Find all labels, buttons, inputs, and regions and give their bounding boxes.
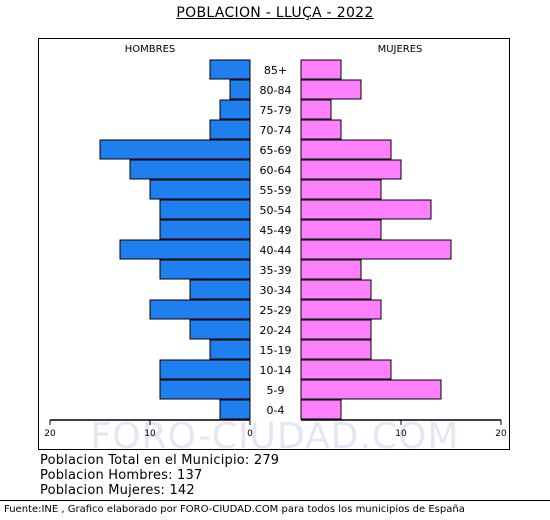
bar-mujeres-35-39 [300, 259, 362, 280]
age-label-25-29: 25-29 [260, 304, 292, 317]
age-label-50-54: 50-54 [260, 204, 292, 217]
legend-mujeres: MUJERES [378, 44, 423, 55]
age-label-85+: 85+ [264, 64, 287, 77]
bar-mujeres-80-84 [300, 79, 362, 100]
bar-mujeres-40-44 [300, 239, 452, 260]
bar-mujeres-0-4 [300, 399, 342, 420]
bar-hombres-50-54 [159, 199, 251, 220]
age-label-0-4: 0-4 [267, 404, 285, 417]
age-label-65-69: 65-69 [260, 144, 292, 157]
bar-mujeres-20-24 [300, 319, 372, 340]
bar-mujeres-45-49 [300, 219, 382, 240]
age-label-75-79: 75-79 [260, 104, 292, 117]
bar-hombres-5-9 [159, 379, 251, 400]
bar-mujeres-15-19 [300, 339, 372, 360]
bar-hombres-45-49 [159, 219, 251, 240]
bar-mujeres-5-9 [300, 379, 442, 400]
bar-mujeres-70-74 [300, 119, 342, 140]
age-label-40-44: 40-44 [260, 244, 292, 257]
age-label-35-39: 35-39 [260, 264, 292, 277]
age-label-5-9: 5-9 [267, 384, 285, 397]
bar-hombres-0-4 [219, 399, 251, 420]
bar-hombres-40-44 [119, 239, 251, 260]
age-label-45-49: 45-49 [260, 224, 292, 237]
age-label-55-59: 55-59 [260, 184, 292, 197]
bar-hombres-25-29 [149, 299, 251, 320]
stat-women-population: Poblacion Mujeres: 142 [40, 483, 195, 498]
tick-label-right-10: 10 [395, 429, 407, 439]
age-label-10-14: 10-14 [260, 364, 292, 377]
bar-mujeres-55-59 [300, 179, 382, 200]
tick-label-right-20: 20 [495, 429, 507, 439]
bar-hombres-15-19 [209, 339, 251, 360]
age-label-60-64: 60-64 [260, 164, 292, 177]
source-footer: Fuente:INE , Grafico elaborado por FORO-… [4, 504, 465, 515]
bar-mujeres-85+ [300, 59, 342, 80]
bar-hombres-20-24 [189, 319, 251, 340]
bar-hombres-85+ [209, 59, 251, 80]
age-label-80-84: 80-84 [260, 84, 292, 97]
bar-mujeres-75-79 [300, 99, 332, 120]
stat-total-population: Poblacion Total en el Municipio: 279 [40, 453, 280, 468]
bar-mujeres-50-54 [300, 199, 432, 220]
bar-mujeres-10-14 [300, 359, 392, 380]
footer-divider [0, 500, 550, 501]
bar-mujeres-65-69 [300, 139, 392, 160]
age-label-20-24: 20-24 [260, 324, 292, 337]
bar-hombres-55-59 [149, 179, 251, 200]
age-label-70-74: 70-74 [260, 124, 292, 137]
chart-title: POBLACION - LLUÇA - 2022 [176, 5, 374, 21]
age-label-30-34: 30-34 [260, 284, 292, 297]
bar-hombres-80-84 [229, 79, 251, 100]
tick-label-left-10: 10 [144, 429, 156, 439]
bar-hombres-70-74 [209, 119, 251, 140]
chart-frame [38, 38, 510, 450]
bar-hombres-35-39 [159, 259, 251, 280]
bar-mujeres-25-29 [300, 299, 382, 320]
tick-label-left-0: 0 [247, 429, 253, 439]
age-label-15-19: 15-19 [260, 344, 292, 357]
bar-mujeres-30-34 [300, 279, 372, 300]
bar-hombres-65-69 [99, 139, 251, 160]
legend-hombres: HOMBRES [125, 44, 176, 55]
bar-hombres-60-64 [129, 159, 251, 180]
stat-men-population: Poblacion Hombres: 137 [40, 468, 203, 483]
bar-hombres-10-14 [159, 359, 251, 380]
watermark-text: FORO-CIUDAD.COM [91, 416, 460, 457]
bar-hombres-75-79 [219, 99, 251, 120]
bar-mujeres-60-64 [300, 159, 402, 180]
tick-label-left-20: 20 [44, 429, 56, 439]
bar-hombres-30-34 [189, 279, 251, 300]
